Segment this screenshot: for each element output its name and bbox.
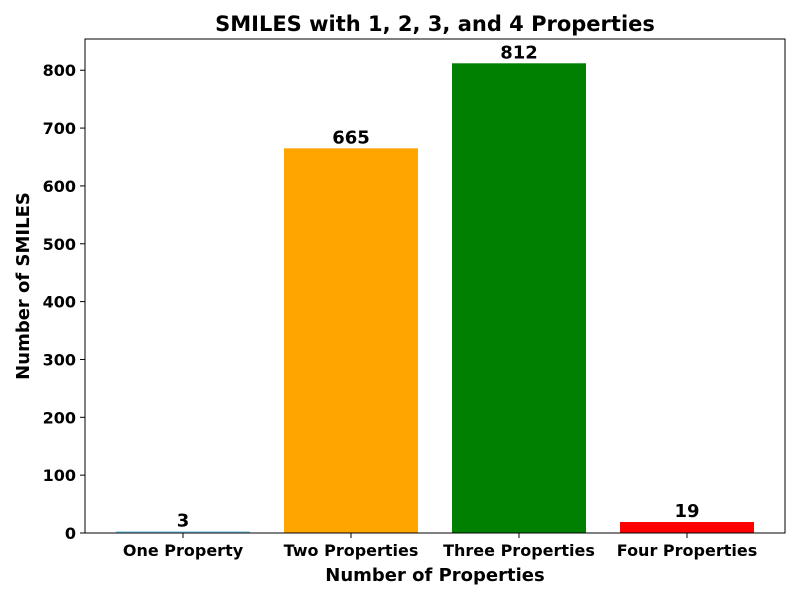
bar-value-label-3: 19	[674, 501, 699, 522]
y-tick-label-3: 300	[43, 350, 76, 369]
bar-0	[116, 531, 250, 533]
bar-1	[284, 148, 418, 533]
x-axis-label: Number of Properties	[325, 565, 544, 586]
bar-2	[452, 63, 586, 534]
y-tick-label-4: 400	[43, 293, 76, 312]
bar-3	[620, 522, 754, 533]
x-axis-ticks: One Property Two Properties Three Properti…	[123, 533, 757, 560]
y-tick-label-7: 700	[43, 119, 76, 138]
y-tick-label-8: 800	[43, 61, 76, 80]
bar-value-label-0: 3	[177, 510, 190, 531]
plot-frame	[84, 38, 786, 534]
bars-group	[116, 63, 754, 534]
x-tick-label-0: One Property	[123, 541, 244, 560]
bar-value-label-2: 812	[500, 42, 538, 63]
x-tick-label-1: Two Properties	[284, 541, 419, 560]
y-axis-ticks: 0 100 200 300 400 500 600 700 800	[43, 61, 85, 543]
y-tick-label-1: 100	[43, 466, 76, 485]
y-tick-label-0: 0	[65, 524, 76, 543]
chart-title: SMILES with 1, 2, 3, and 4 Properties	[215, 12, 655, 36]
y-tick-label-5: 500	[43, 235, 76, 254]
y-tick-label-6: 600	[43, 177, 76, 196]
y-axis-label: Number of SMILES	[13, 192, 34, 380]
bar-value-label-1: 665	[332, 127, 370, 148]
y-tick-label-2: 200	[43, 408, 76, 427]
bar-value-labels: 3 665 812 19	[177, 42, 700, 531]
x-tick-label-2: Three Properties	[443, 541, 595, 560]
x-tick-label-3: Four Properties	[617, 541, 757, 560]
